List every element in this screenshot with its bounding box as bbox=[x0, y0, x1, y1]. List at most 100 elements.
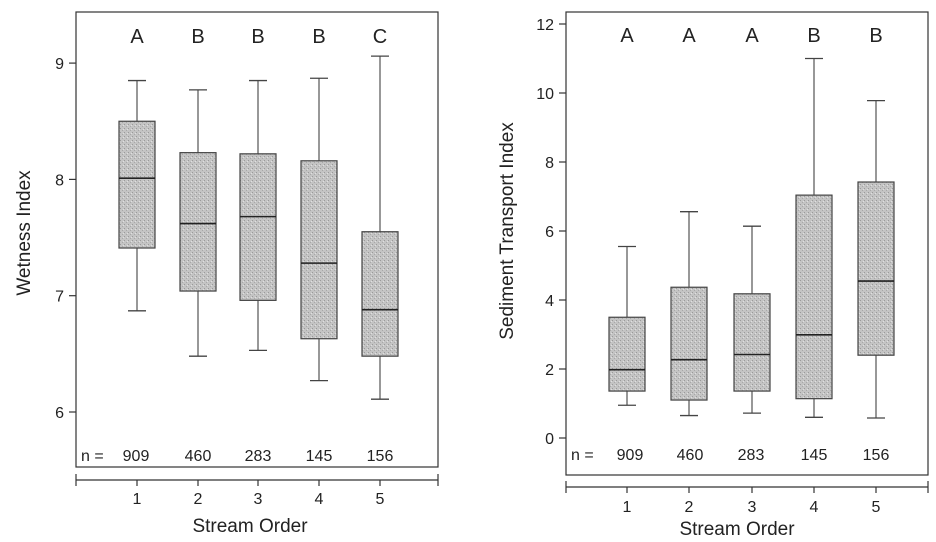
x-tick-label: 3 bbox=[254, 491, 263, 508]
iqr-box bbox=[179, 152, 217, 292]
y-ticks: 6 7 8 9 bbox=[55, 56, 76, 422]
x-tick-label: 5 bbox=[376, 491, 385, 508]
y-tick-label: 7 bbox=[55, 289, 64, 306]
y-tick: 6 bbox=[545, 224, 566, 241]
y-axis: 6 7 8 9 bbox=[55, 56, 76, 422]
y-tick-label: 4 bbox=[545, 293, 554, 310]
x-tick-label: 1 bbox=[133, 491, 142, 508]
x-axis: 1 2 3 4 5 bbox=[75, 474, 439, 508]
y-axis: 0 2 4 6 8 10 12 bbox=[536, 17, 566, 448]
x-tick: 5 bbox=[872, 487, 881, 516]
x-tick: 4 bbox=[810, 487, 819, 516]
sample-size: 156 bbox=[367, 448, 394, 465]
significance-letter: B bbox=[807, 25, 820, 47]
box-5 bbox=[857, 99, 895, 419]
n-prefix: n = bbox=[571, 447, 594, 464]
iqr-box bbox=[857, 181, 895, 356]
box-2 bbox=[670, 211, 708, 417]
y-axis-title: Sediment Transport Index bbox=[497, 122, 518, 340]
y-tick: 0 bbox=[545, 431, 566, 448]
y-tick-label: 8 bbox=[545, 155, 554, 172]
y-tick-label: 12 bbox=[536, 17, 554, 34]
y-tick: 2 bbox=[545, 362, 566, 379]
box-5 bbox=[361, 55, 399, 400]
sample-size: 156 bbox=[863, 447, 890, 464]
y-axis-title: Wetness Index bbox=[14, 170, 35, 296]
y-tick: 10 bbox=[536, 86, 566, 103]
significance-letter: B bbox=[191, 26, 204, 48]
n-prefix: n = bbox=[81, 448, 104, 465]
x-tick: 2 bbox=[685, 487, 694, 516]
sample-sizes: n = 909 460 283 145 156 bbox=[81, 448, 393, 465]
box-1 bbox=[608, 245, 646, 406]
y-tick: 4 bbox=[545, 293, 566, 310]
y-tick: 7 bbox=[55, 289, 76, 306]
sample-size: 145 bbox=[801, 447, 828, 464]
x-ticks: 1 2 3 4 5 bbox=[565, 481, 929, 516]
sample-size: 283 bbox=[738, 447, 765, 464]
iqr-box bbox=[361, 231, 399, 357]
significance-letter: B bbox=[251, 26, 264, 48]
x-tick-label: 4 bbox=[315, 491, 324, 508]
sample-size: 145 bbox=[306, 448, 333, 465]
iqr-box bbox=[300, 160, 338, 340]
x-tick-label: 2 bbox=[194, 491, 203, 508]
x-tick: 3 bbox=[254, 480, 263, 508]
x-tick-label: 3 bbox=[748, 499, 757, 516]
sample-size: 460 bbox=[185, 448, 212, 465]
box-3 bbox=[733, 225, 771, 414]
y-tick-label: 6 bbox=[55, 405, 64, 422]
box-3 bbox=[239, 79, 277, 352]
significance-letter: A bbox=[682, 25, 696, 47]
x-tick-label: 5 bbox=[872, 499, 881, 516]
significance-letter: A bbox=[130, 26, 144, 48]
box-4 bbox=[300, 77, 338, 382]
iqr-box bbox=[239, 153, 277, 301]
y-tick: 6 bbox=[55, 405, 76, 422]
x-ticks: 1 2 3 4 5 bbox=[75, 474, 439, 508]
plot-frame bbox=[75, 11, 439, 468]
x-axis-title: Stream Order bbox=[679, 519, 795, 540]
sample-sizes: n = 909 460 283 145 156 bbox=[571, 447, 889, 464]
x-tick: 1 bbox=[623, 487, 632, 516]
y-tick: 8 bbox=[55, 172, 76, 189]
y-tick: 12 bbox=[536, 17, 566, 34]
y-ticks: 0 2 4 6 8 10 12 bbox=[536, 17, 566, 448]
sample-size: 909 bbox=[123, 448, 150, 465]
x-tick-label: 4 bbox=[810, 499, 819, 516]
plot-frame bbox=[565, 11, 929, 476]
significance-letter: A bbox=[620, 25, 634, 47]
y-tick: 9 bbox=[55, 56, 76, 73]
y-tick-label: 2 bbox=[545, 362, 554, 379]
sample-size: 283 bbox=[245, 448, 272, 465]
significance-letter: B bbox=[869, 25, 882, 47]
x-axis-title: Stream Order bbox=[192, 516, 308, 537]
x-axis: 1 2 3 4 5 bbox=[565, 481, 929, 516]
iqr-box bbox=[608, 316, 646, 392]
y-tick-label: 8 bbox=[55, 172, 64, 189]
boxes bbox=[118, 55, 399, 400]
boxes bbox=[608, 57, 895, 419]
x-tick-label: 2 bbox=[685, 499, 694, 516]
y-tick: 8 bbox=[545, 155, 566, 172]
wetness-index-panel: 6 7 8 9 1 2 3 4 5 Wetness Index Stream Order A B… bbox=[14, 11, 439, 537]
x-tick: 3 bbox=[748, 487, 757, 516]
iqr-box bbox=[670, 286, 708, 401]
box-2 bbox=[179, 89, 217, 357]
x-tick: 5 bbox=[376, 480, 385, 508]
box-1 bbox=[118, 79, 156, 312]
x-tick-label: 1 bbox=[623, 499, 632, 516]
iqr-box bbox=[795, 194, 833, 400]
iqr-box bbox=[118, 120, 156, 249]
y-tick-label: 0 bbox=[545, 431, 554, 448]
box-4 bbox=[795, 57, 833, 418]
y-tick-label: 10 bbox=[536, 86, 554, 103]
sample-size: 460 bbox=[677, 447, 704, 464]
y-tick-label: 6 bbox=[545, 224, 554, 241]
significance-letter: B bbox=[312, 26, 325, 48]
iqr-box bbox=[733, 293, 771, 392]
significance-letter: A bbox=[745, 25, 759, 47]
